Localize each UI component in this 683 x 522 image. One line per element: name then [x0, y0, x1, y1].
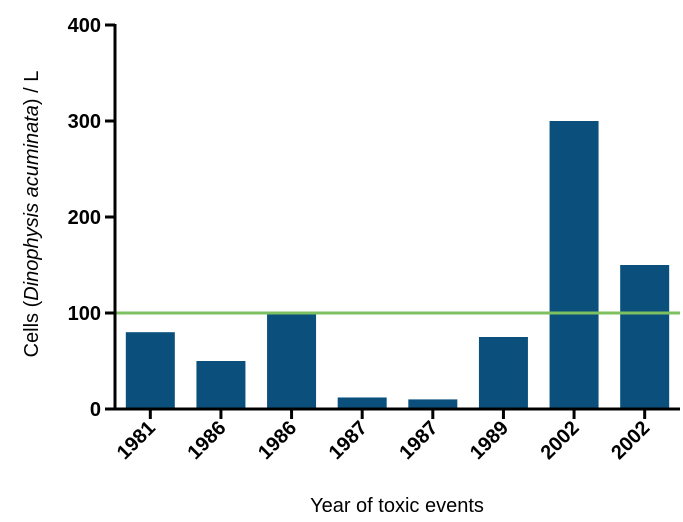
x-tick-label-6: 1989	[466, 417, 513, 464]
x-tick-label-8: 2002	[607, 417, 654, 464]
x-axis: 1981 1986 1986 1987 1987 1989 2002 2002	[113, 407, 680, 464]
bar-7	[549, 121, 599, 409]
x-tick-label-3: 1986	[254, 417, 301, 464]
bar-6	[478, 337, 528, 409]
bar-3	[267, 313, 317, 409]
bar-5	[408, 399, 458, 409]
y-tick-label-100: 100	[68, 303, 101, 325]
x-tick-label-2: 1986	[183, 417, 230, 464]
bar-1	[125, 332, 175, 409]
bar-8	[620, 265, 670, 409]
y-tick-label-200: 200	[68, 207, 101, 229]
x-tick-label-5: 1987	[395, 417, 442, 464]
x-tick-label-1: 1981	[113, 417, 160, 464]
bar-4	[337, 397, 387, 409]
x-axis-title: Year of toxic events	[310, 495, 484, 517]
y-tick-label-400: 400	[68, 15, 101, 37]
bar-2	[196, 361, 246, 409]
y-axis-title: Cells (Dinophysis acuminata) / L	[21, 71, 43, 358]
x-tick-label-4: 1987	[325, 417, 372, 464]
y-axis: 0 100 200 300 400	[68, 15, 117, 421]
bars-group	[125, 121, 670, 409]
y-tick-label-300: 300	[68, 111, 101, 133]
y-tick-label-0: 0	[90, 399, 101, 421]
x-tick-label-7: 2002	[537, 417, 584, 464]
